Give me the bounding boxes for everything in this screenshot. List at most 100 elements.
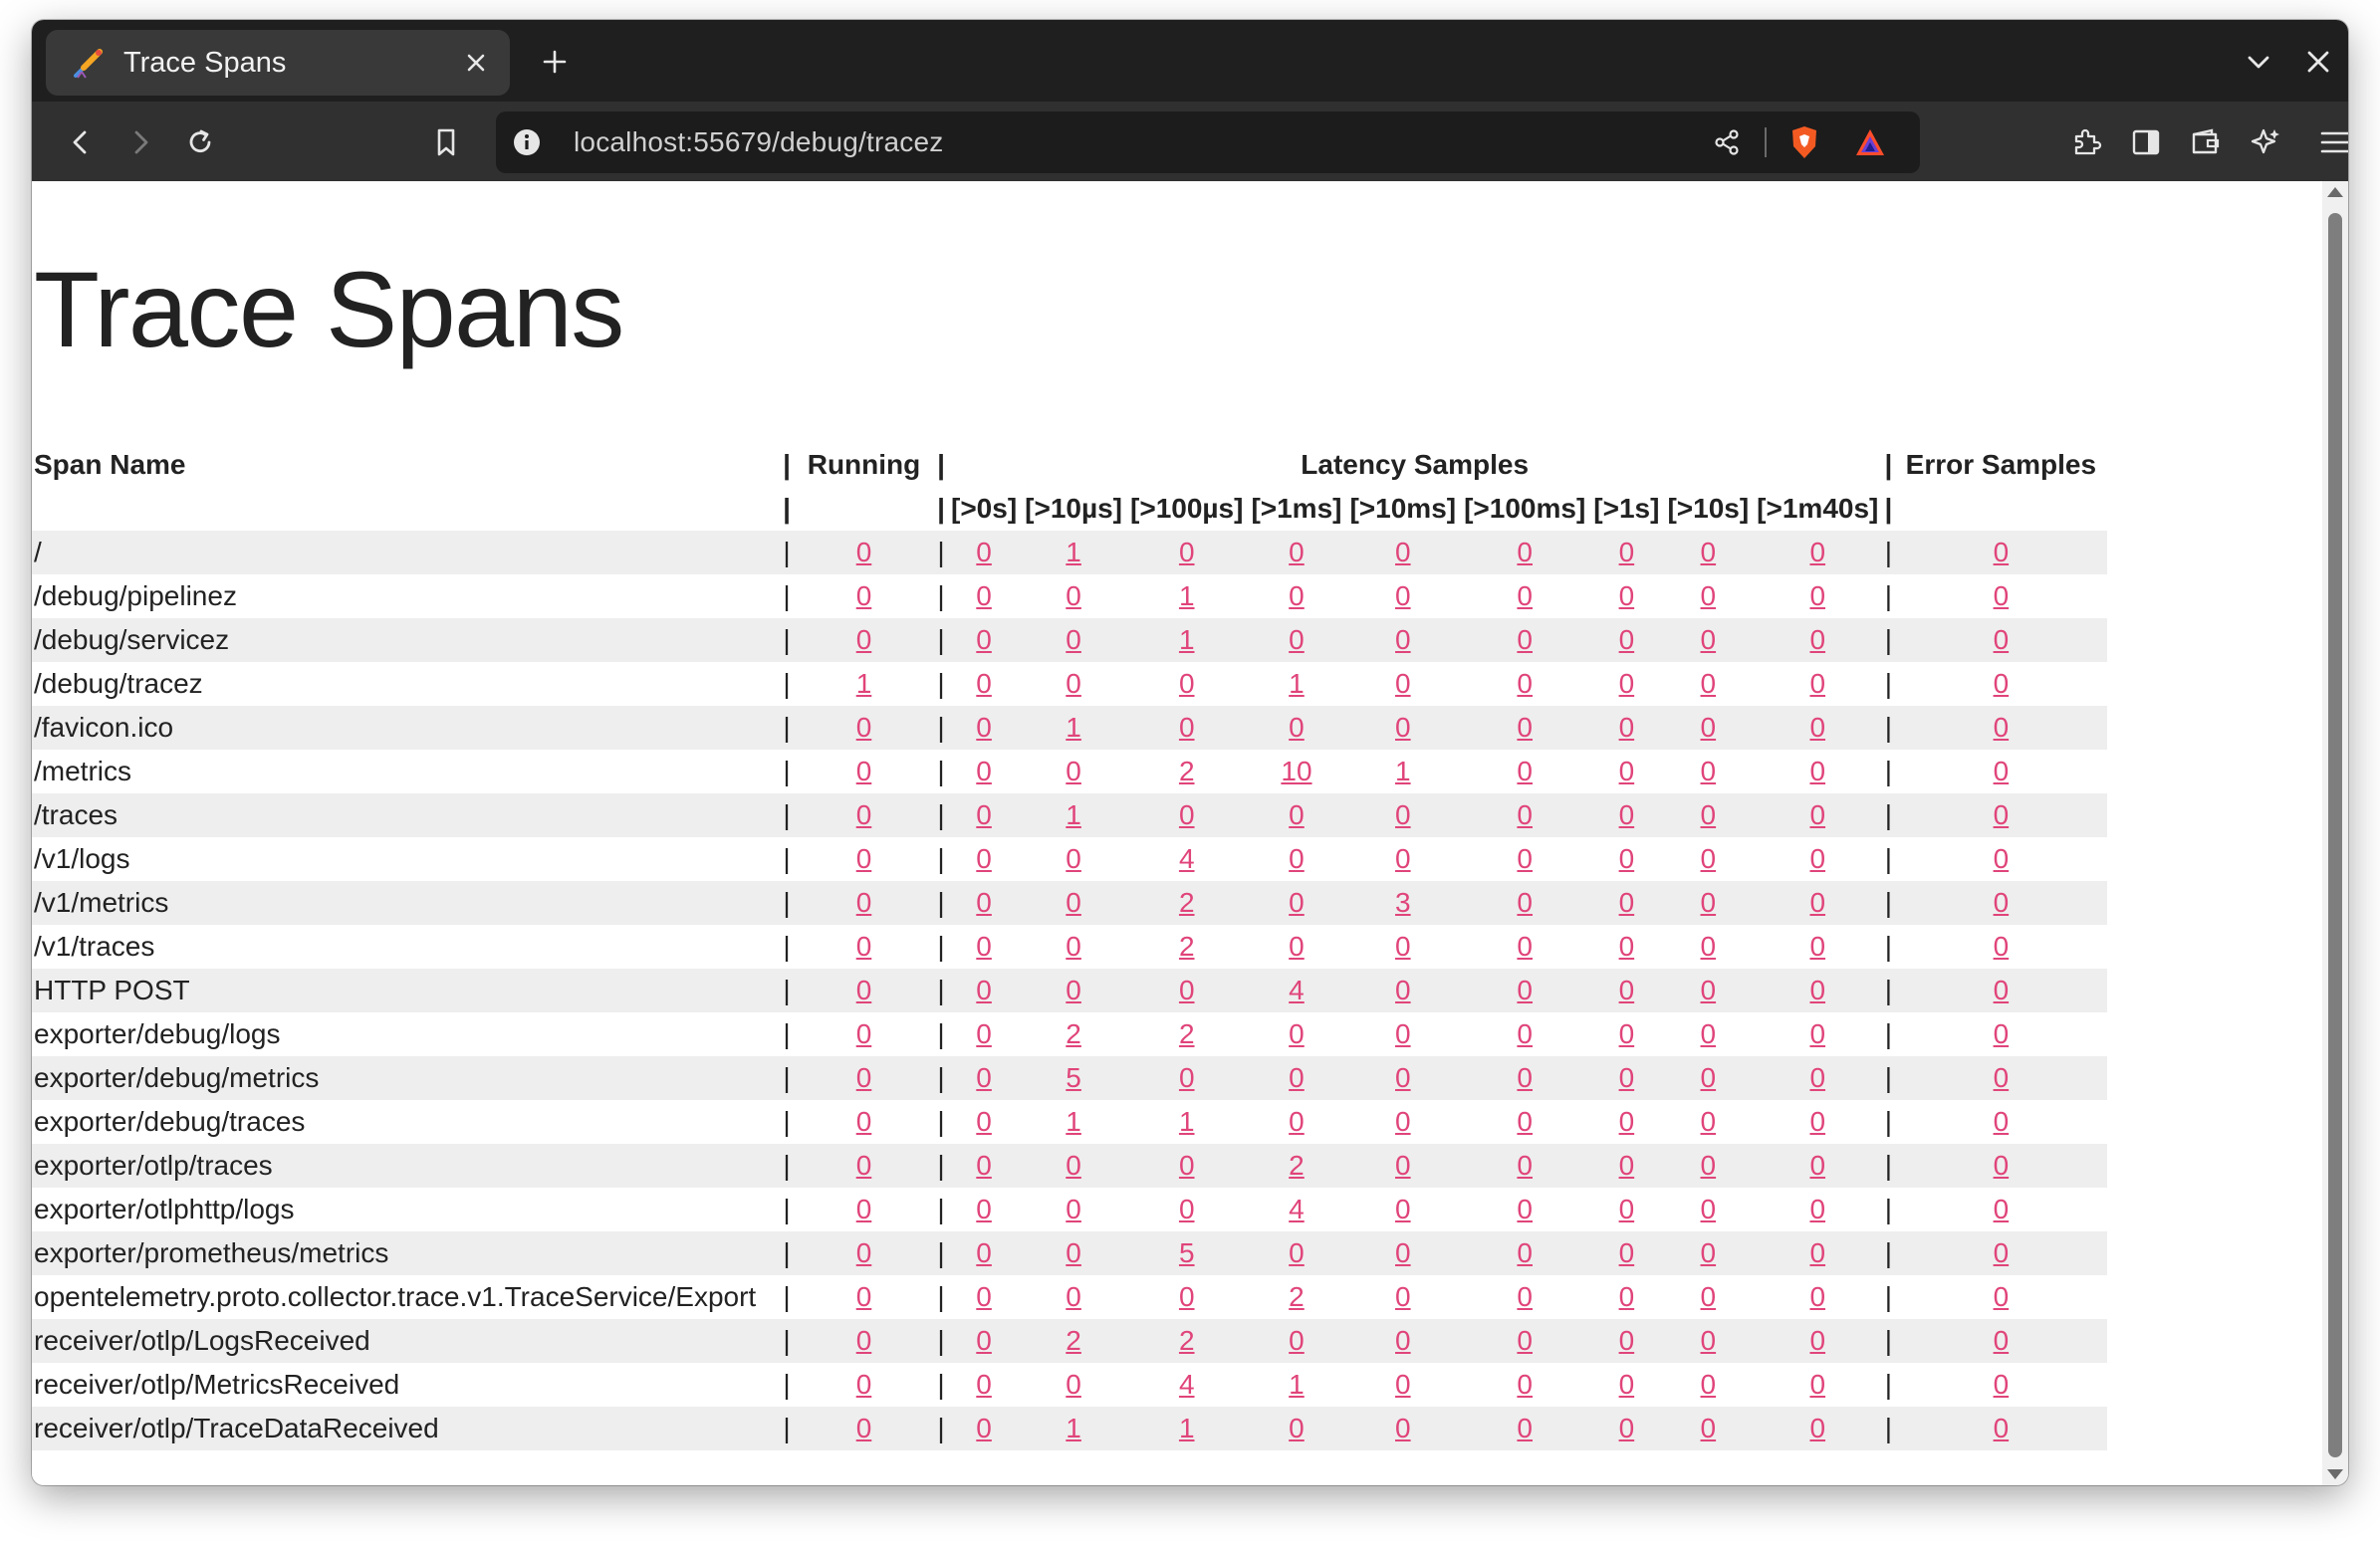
latency-count-link[interactable]: 0 [1700,931,1717,962]
window-close-icon[interactable] [2296,40,2340,84]
running-count-link[interactable]: 0 [855,580,872,611]
error-count-link[interactable]: 0 [1993,624,2010,655]
latency-count-link[interactable]: 0 [1289,1106,1305,1137]
latency-count-link[interactable]: 0 [1178,537,1195,567]
latency-count-link[interactable]: 0 [1395,1106,1411,1137]
latency-count-link[interactable]: 0 [1809,668,1826,699]
latency-count-link[interactable]: 0 [1809,843,1826,874]
latency-count-link[interactable]: 0 [1517,1325,1533,1356]
latency-count-link[interactable]: 0 [1517,712,1533,743]
latency-count-link[interactable]: 0 [1289,799,1305,830]
latency-count-link[interactable]: 0 [1700,1194,1717,1224]
latency-count-link[interactable]: 0 [1395,1194,1411,1224]
latency-count-link[interactable]: 0 [1066,843,1081,874]
latency-count-link[interactable]: 0 [1809,1106,1826,1137]
latency-count-link[interactable]: 0 [976,1237,992,1268]
latency-count-link[interactable]: 0 [1700,1018,1717,1049]
latency-count-link[interactable]: 2 [1178,1325,1195,1356]
latency-count-link[interactable]: 0 [1517,799,1533,830]
latency-count-link[interactable]: 2 [1066,1018,1081,1049]
running-count-link[interactable]: 0 [855,756,872,786]
latency-count-link[interactable]: 0 [1517,1281,1533,1312]
latency-count-link[interactable]: 0 [1517,537,1533,567]
latency-count-link[interactable]: 0 [1809,1018,1826,1049]
latency-count-link[interactable]: 0 [976,975,992,1005]
running-count-link[interactable]: 0 [855,887,872,918]
latency-count-link[interactable]: 2 [1178,756,1195,786]
error-count-link[interactable]: 0 [1993,1150,2010,1181]
latency-count-link[interactable]: 1 [1289,668,1305,699]
latency-count-link[interactable]: 0 [1809,799,1826,830]
latency-count-link[interactable]: 0 [1289,1413,1305,1443]
latency-count-link[interactable]: 0 [1618,580,1635,611]
extensions-puzzle-icon[interactable] [2063,119,2109,165]
running-count-link[interactable]: 0 [855,1413,872,1443]
latency-count-link[interactable]: 0 [1395,537,1411,567]
error-count-link[interactable]: 0 [1993,537,2010,567]
latency-count-link[interactable]: 1 [1178,580,1195,611]
latency-count-link[interactable]: 0 [1395,712,1411,743]
latency-count-link[interactable]: 0 [1618,1106,1635,1137]
latency-count-link[interactable]: 0 [1618,1194,1635,1224]
latency-count-link[interactable]: 0 [1809,537,1826,567]
latency-count-link[interactable]: 0 [1395,1325,1411,1356]
tab-trace-spans[interactable]: Trace Spans [46,30,510,96]
latency-count-link[interactable]: 0 [1395,1150,1411,1181]
latency-count-link[interactable]: 4 [1178,1369,1195,1400]
latency-count-link[interactable]: 0 [1700,1106,1717,1137]
latency-count-link[interactable]: 0 [1517,1237,1533,1268]
latency-count-link[interactable]: 0 [1618,712,1635,743]
error-count-link[interactable]: 0 [1993,799,2010,830]
latency-count-link[interactable]: 0 [1289,843,1305,874]
latency-count-link[interactable]: 0 [1517,1150,1533,1181]
latency-count-link[interactable]: 0 [1178,668,1195,699]
latency-count-link[interactable]: 0 [1517,1194,1533,1224]
scroll-up-arrow-icon[interactable] [2327,187,2343,197]
latency-count-link[interactable]: 4 [1289,975,1305,1005]
latency-count-link[interactable]: 0 [1517,580,1533,611]
latency-count-link[interactable]: 0 [976,756,992,786]
running-count-link[interactable]: 0 [855,624,872,655]
latency-count-link[interactable]: 0 [1809,887,1826,918]
running-count-link[interactable]: 0 [855,1325,872,1356]
error-count-link[interactable]: 0 [1993,887,2010,918]
error-count-link[interactable]: 0 [1993,1325,2010,1356]
latency-count-link[interactable]: 0 [1289,580,1305,611]
latency-count-link[interactable]: 0 [1178,1281,1195,1312]
latency-count-link[interactable]: 0 [1809,624,1826,655]
latency-count-link[interactable]: 0 [1809,931,1826,962]
latency-count-link[interactable]: 0 [1700,887,1717,918]
wallet-icon[interactable] [2183,119,2229,165]
running-count-link[interactable]: 1 [855,668,872,699]
latency-count-link[interactable]: 0 [1700,975,1717,1005]
running-count-link[interactable]: 0 [855,975,872,1005]
reload-icon[interactable] [177,119,223,165]
latency-count-link[interactable]: 2 [1178,887,1195,918]
site-info-icon[interactable] [510,125,544,159]
latency-count-link[interactable]: 1 [1066,1413,1081,1443]
latency-count-link[interactable]: 0 [1700,537,1717,567]
latency-count-link[interactable]: 0 [1395,1369,1411,1400]
running-count-link[interactable]: 0 [855,799,872,830]
latency-count-link[interactable]: 0 [1618,624,1635,655]
running-count-link[interactable]: 0 [855,1369,872,1400]
latency-count-link[interactable]: 0 [1517,931,1533,962]
latency-count-link[interactable]: 0 [1700,668,1717,699]
latency-count-link[interactable]: 0 [976,537,992,567]
latency-count-link[interactable]: 0 [1517,887,1533,918]
latency-count-link[interactable]: 0 [1289,931,1305,962]
latency-count-link[interactable]: 0 [1517,1018,1533,1049]
latency-count-link[interactable]: 0 [1809,1194,1826,1224]
error-count-link[interactable]: 0 [1993,975,2010,1005]
latency-count-link[interactable]: 0 [1700,1281,1717,1312]
latency-count-link[interactable]: 0 [1178,799,1195,830]
latency-count-link[interactable]: 0 [1809,1237,1826,1268]
error-count-link[interactable]: 0 [1993,1106,2010,1137]
latency-count-link[interactable]: 0 [1517,1106,1533,1137]
latency-count-link[interactable]: 0 [1700,843,1717,874]
latency-count-link[interactable]: 0 [1517,668,1533,699]
error-count-link[interactable]: 0 [1993,712,2010,743]
error-count-link[interactable]: 0 [1993,1369,2010,1400]
latency-count-link[interactable]: 0 [1066,1150,1081,1181]
latency-count-link[interactable]: 5 [1066,1062,1081,1093]
